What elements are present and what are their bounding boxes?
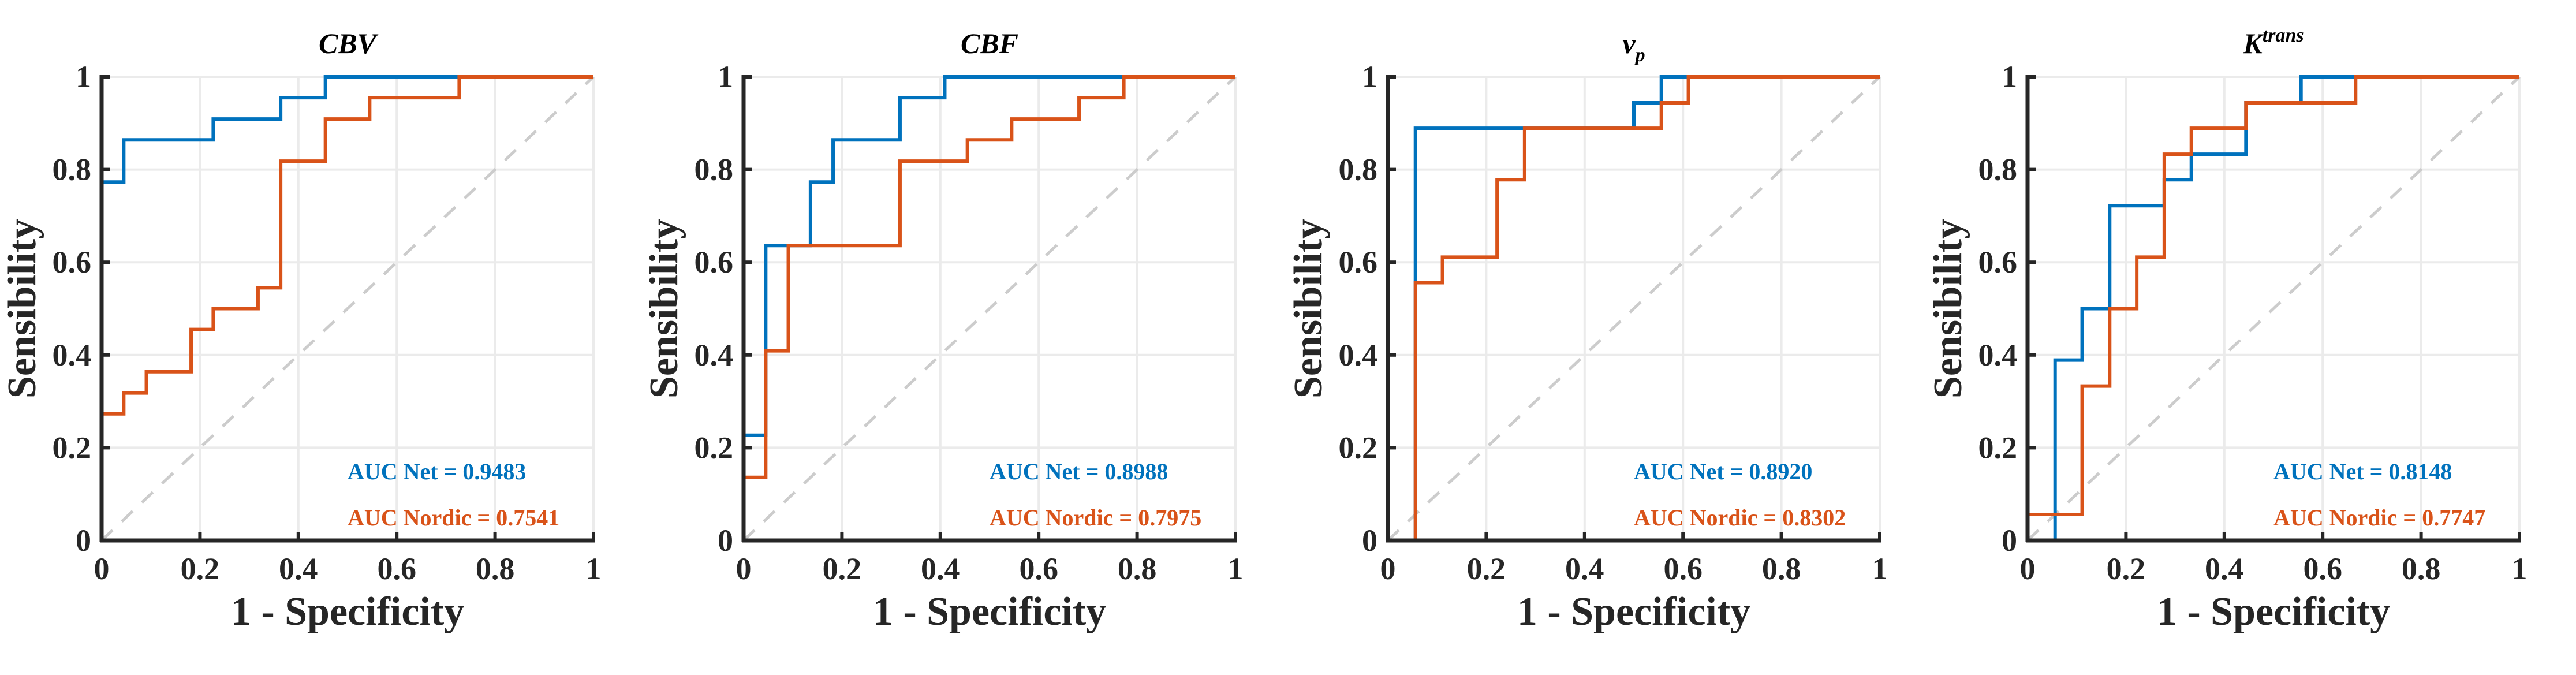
x-tick-label: 0.8 [1762,551,1801,586]
y-tick-label: 0 [2002,523,2017,558]
x-tick-label: 0.6 [1663,551,1703,586]
x-tick-label: 0.4 [1565,551,1604,586]
roc-panel-0: 00 0.2 0.2 0.4 0.4 0.6 0.6 0.8 0.8 1 1 1 - Specific… [0,27,602,634]
x-axis-label: 1 - Specificity [873,590,1106,634]
y-tick-label: 1 [2002,59,2017,94]
y-tick-label: 0.6 [1339,245,1378,279]
y-tick-label: 0.8 [53,152,92,187]
title-main: CBF [961,27,1018,59]
y-tick-label: 0.8 [1978,152,2018,187]
y-tick-label: 0.4 [1339,338,1378,372]
y-tick-label: 0.2 [1978,430,2018,465]
x-axis-label: 1 - Specificity [1517,590,1750,634]
x-tick-label: 0.6 [1019,551,1058,586]
auc-nordic-label: AUC Nordic = 0.7541 [348,505,559,531]
roc-curve-nordic [1388,75,1880,542]
y-tick-label: 0.8 [695,152,734,187]
y-tick-label: 1 [718,59,733,94]
auc-net-label: AUC Net = 0.8988 [990,458,1168,484]
roc-curve-net [100,75,593,540]
roc-panel-2: 00 0.2 0.2 0.4 0.4 0.6 0.6 0.8 0.8 1 1 1 - Specific… [1286,27,1888,634]
title-main: v [1622,27,1636,59]
y-tick-label: 1 [76,59,91,94]
x-tick-label: 0.2 [2107,551,2146,586]
roc-curve-nordic [100,75,593,540]
x-tick-label: 0.2 [823,551,862,586]
y-tick-label: 0.2 [695,430,734,465]
y-tick-label: 0.6 [695,245,734,279]
roc-curve-net [742,75,1235,478]
x-tick-label: 0 [2020,551,2036,586]
y-axis-label: Sensibility [642,219,686,398]
x-tick-label: 0 [1380,551,1396,586]
x-tick-label: 0.4 [921,551,960,586]
y-tick-label: 0.4 [1978,338,2018,372]
chance-diagonal-line [742,76,1237,542]
y-tick-label: 0 [1362,523,1377,558]
x-axis-label: 1 - Specificity [2157,590,2390,634]
chance-diagonal-line [1387,76,1881,542]
x-axis-label: 1 - Specificity [231,590,464,634]
panel-title: Ktrans [2242,25,2304,59]
chance-diagonal-line [100,76,595,542]
x-tick-label: 1 [586,551,602,586]
auc-nordic-label: AUC Nordic = 0.7975 [990,505,1201,531]
y-tick-label: 0.4 [695,338,734,372]
x-tick-label: 0.2 [181,551,220,586]
title-main: CBV [319,27,379,59]
auc-net-label: AUC Net = 0.8920 [1634,458,1812,484]
auc-net-label: AUC Net = 0.9483 [348,458,526,484]
y-axis-label: Sensibility [1286,219,1331,398]
x-tick-label: 1 [1228,551,1244,586]
roc-curve-nordic [742,75,1235,540]
y-tick-label: 0.4 [53,338,92,372]
panel-title: CBF [961,27,1018,59]
x-tick-label: 0.6 [377,551,416,586]
auc-nordic-label: AUC Nordic = 0.7747 [2273,505,2485,531]
x-tick-label: 0.6 [2303,551,2342,586]
x-tick-label: 0.4 [279,551,318,586]
y-tick-label: 0.2 [53,430,92,465]
panel-title: CBV [319,27,379,59]
y-tick-label: 1 [1362,59,1377,94]
x-tick-label: 0.4 [2205,551,2244,586]
auc-net-label: AUC Net = 0.8148 [2273,458,2452,484]
title-subscript: p [1634,44,1645,66]
y-tick-label: 0.6 [53,245,92,279]
y-axis-label: Sensibility [0,219,44,398]
x-tick-label: 0 [94,551,110,586]
x-tick-label: 0 [736,551,752,586]
y-tick-label: 0 [76,523,91,558]
roc-panel-1: 00 0.2 0.2 0.4 0.4 0.6 0.6 0.8 0.8 1 1 1 - Specific… [642,27,1244,634]
x-tick-label: 0.8 [2402,551,2441,586]
roc-panel-3: 00 0.2 0.2 0.4 0.4 0.6 0.6 0.8 0.8 1 1 1 - Specific… [1926,25,2528,634]
title-main: K [2242,27,2264,59]
auc-nordic-label: AUC Nordic = 0.8302 [1634,505,1846,531]
chance-diagonal-line [2026,76,2521,542]
title-superscript: trans [2263,25,2304,46]
x-tick-label: 0.2 [1467,551,1506,586]
y-tick-label: 0 [718,523,733,558]
x-tick-label: 1 [2512,551,2528,586]
y-tick-label: 0.6 [1978,245,2018,279]
x-tick-label: 0.8 [476,551,515,586]
y-tick-label: 0.2 [1339,430,1378,465]
x-tick-label: 0.8 [1118,551,1157,586]
y-tick-label: 0.8 [1339,152,1378,187]
x-tick-label: 1 [1872,551,1888,586]
y-axis-label: Sensibility [1926,219,1970,398]
panel-title: vp [1622,27,1645,66]
roc-curve-nordic [2026,75,2519,540]
